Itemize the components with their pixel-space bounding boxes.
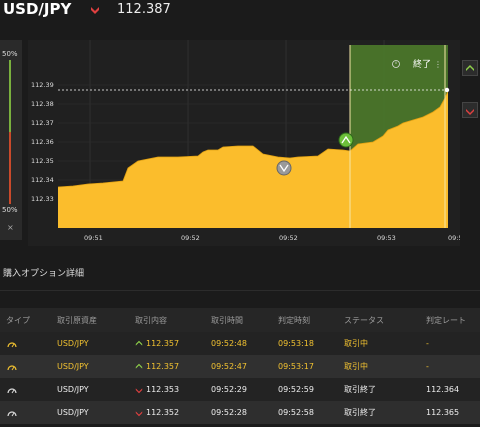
time-cell: 09:52:48	[205, 332, 272, 355]
gauge-icon	[7, 364, 17, 370]
x-tick: 09:5	[448, 234, 460, 242]
down-arrow-icon	[91, 7, 99, 14]
close-icon[interactable]: ×	[7, 223, 14, 232]
payout-high-bar	[9, 60, 11, 132]
x-tick: 09:52	[279, 234, 298, 242]
end-timer: 終了 ⋮	[392, 58, 442, 70]
rate-cell: 112.365	[420, 401, 480, 424]
table-row[interactable]: USD/JPY 112.353 09:52:29 09:52:59 取引終了 1…	[0, 378, 480, 401]
up-arrow-icon	[466, 65, 474, 71]
section-title: 購入オプション詳細	[3, 269, 85, 279]
transactions-table: タイプ 取引原資産 取引内容 取引時間 判定時刻 ステータス 判定レート USD…	[0, 308, 480, 424]
time-cell: 09:52:29	[205, 378, 272, 401]
rate-cell: 112.364	[420, 378, 480, 401]
column-header: ステータス	[338, 308, 420, 332]
down-arrow-icon	[135, 410, 143, 416]
column-header: 取引時間	[205, 308, 272, 332]
current-price: 112.387	[117, 2, 171, 17]
y-tick: 112.34	[31, 176, 54, 184]
y-tick: 112.36	[31, 138, 54, 146]
expiry-cell: 09:52:59	[272, 378, 338, 401]
table-header: タイプ 取引原資産 取引内容 取引時間 判定時刻 ステータス 判定レート	[0, 308, 480, 332]
expiry-cell: 09:52:58	[272, 401, 338, 424]
status-cell: 取引終了	[338, 378, 420, 401]
y-tick: 112.39	[31, 81, 54, 89]
time-cell: 09:52:47	[205, 355, 272, 378]
gauge-icon	[7, 387, 17, 393]
table-row[interactable]: USD/JPY 112.352 09:52:28 09:52:58 取引終了 1…	[0, 401, 480, 424]
up-arrow-icon	[135, 363, 143, 369]
table-row[interactable]: USD/JPY 112.357 09:52:48 09:53:18 取引中 -	[0, 332, 480, 355]
y-tick: 112.35	[31, 157, 54, 165]
top-bar: USD/JPY 112.387	[0, 0, 480, 22]
column-header: 判定レート	[420, 308, 480, 332]
rate-cell: -	[420, 332, 480, 355]
x-tick: 09:51	[84, 234, 103, 242]
payout-low-label: 50%	[2, 206, 18, 214]
x-tick: 09:52	[181, 234, 200, 242]
entry-cell: 112.352	[129, 401, 205, 424]
entry-cell: 112.357	[129, 332, 205, 355]
status-cell: 取引終了	[338, 401, 420, 424]
trade-marker-down[interactable]	[276, 160, 292, 176]
y-tick: 112.33	[31, 195, 54, 203]
status-cell: 取引中	[338, 355, 420, 378]
column-header: 取引内容	[129, 308, 205, 332]
rate-cell: -	[420, 355, 480, 378]
down-arrow-icon	[135, 387, 143, 393]
up-arrow-icon	[135, 340, 143, 346]
time-cell: 09:52:28	[205, 401, 272, 424]
column-header: 取引原資産	[51, 308, 129, 332]
timer-dots: ⋮	[434, 60, 442, 69]
asset-cell: USD/JPY	[51, 332, 129, 355]
asset-cell: USD/JPY	[51, 401, 129, 424]
asset-cell: USD/JPY	[51, 355, 129, 378]
price-chart[interactable]: 112.39 112.38 112.37 112.36 112.35 112.3…	[28, 40, 463, 246]
y-tick: 112.37	[31, 119, 54, 127]
entry-cell: 112.353	[129, 378, 205, 401]
down-arrow-icon	[466, 109, 474, 115]
entry-cell: 112.357	[129, 355, 205, 378]
asset-cell: USD/JPY	[51, 378, 129, 401]
expiry-cell: 09:53:17	[272, 355, 338, 378]
gauge-icon	[7, 410, 17, 416]
current-price-dot	[444, 87, 450, 93]
end-label: 終了	[413, 58, 431, 70]
trade-marker-up[interactable]	[338, 132, 354, 148]
y-tick: 112.38	[31, 100, 54, 108]
gauge-icon	[7, 341, 17, 347]
table-row[interactable]: USD/JPY 112.357 09:52:47 09:53:17 取引中 -	[0, 355, 480, 378]
currency-pair: USD/JPY	[3, 0, 72, 18]
payout-low-bar	[9, 132, 11, 204]
put-button[interactable]	[462, 102, 478, 118]
call-button[interactable]	[462, 60, 478, 76]
payout-gauge: 50% 50% ×	[0, 40, 22, 240]
divider	[0, 290, 480, 291]
payout-high-label: 50%	[2, 50, 18, 58]
column-header: 判定時刻	[272, 308, 338, 332]
expiry-cell: 09:53:18	[272, 332, 338, 355]
column-header: タイプ	[0, 308, 51, 332]
x-tick: 09:53	[377, 234, 396, 242]
status-cell: 取引中	[338, 332, 420, 355]
